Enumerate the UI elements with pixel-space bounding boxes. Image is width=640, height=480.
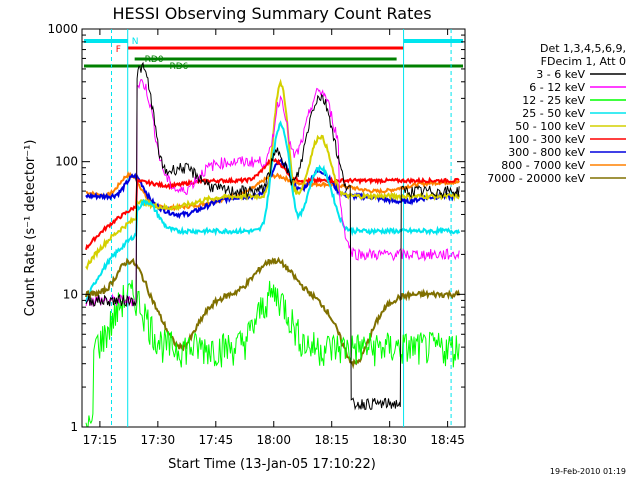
series-line-7000-20000kev (85, 256, 461, 370)
y-tick-label: 100 (55, 155, 78, 169)
legend: Det 1,3,4,5,6,9, FDecim 1, Att 0 3 - 6 k… (487, 42, 626, 185)
annotation-layer: F N RD0 RD6 (84, 29, 463, 427)
annotation-label: F (116, 45, 121, 55)
series-line-12-25kev (85, 279, 460, 428)
series-line-6-12kev (85, 78, 460, 308)
legend-label: 6 - 12 keV (529, 81, 585, 94)
footer-date: 19-Feb-2010 01:19 (550, 467, 626, 476)
legend-header-line-1: Det 1,3,4,5,6,9, (540, 42, 626, 55)
x-tick-label: 18:30 (372, 433, 407, 447)
y-axis: 1 10 100 1000 (47, 22, 465, 434)
series-line-3-6kev (85, 61, 460, 411)
x-tick-label: 18:45 (430, 433, 465, 447)
legend-label: 50 - 100 keV (515, 120, 585, 133)
x-tick-label: 18:15 (314, 433, 349, 447)
y-tick-label: 10 (63, 287, 78, 301)
chart-title: HESSI Observing Summary Count Rates (112, 4, 431, 23)
legend-label: 12 - 25 keV (522, 94, 585, 107)
x-tick-label: 17:30 (141, 433, 176, 447)
series-line-300-800kev (85, 157, 461, 220)
x-tick-label: 17:15 (83, 433, 118, 447)
legend-label: 3 - 6 keV (536, 68, 585, 81)
x-tick-label: 18:00 (256, 433, 291, 447)
legend-header-line-2: FDecim 1, Att 0 (541, 55, 626, 68)
annotation-label: N (132, 37, 139, 47)
plot-frame (81, 28, 466, 428)
legend-label: 100 - 300 keV (508, 133, 585, 146)
x-tick-label: 17:45 (199, 433, 234, 447)
series-layer (85, 61, 461, 428)
y-axis-label: Count Rate (s⁻¹ detector⁻¹) (23, 140, 38, 317)
legend-label: 25 - 50 keV (522, 107, 585, 120)
annotation-label: RD6 (169, 62, 188, 72)
x-axis: 17:15 17:30 17:45 18:00 18:15 18:30 18:45 (83, 29, 465, 447)
x-axis-label: Start Time (13-Jan-05 17:10:22) (168, 457, 376, 472)
annotation-label: RD0 (145, 55, 164, 65)
legend-label: 300 - 800 keV (508, 146, 585, 159)
legend-label: 7000 - 20000 keV (487, 172, 585, 185)
y-tick-label: 1 (70, 420, 78, 434)
y-tick-label: 1000 (47, 22, 78, 36)
legend-label: 800 - 7000 keV (501, 159, 585, 172)
